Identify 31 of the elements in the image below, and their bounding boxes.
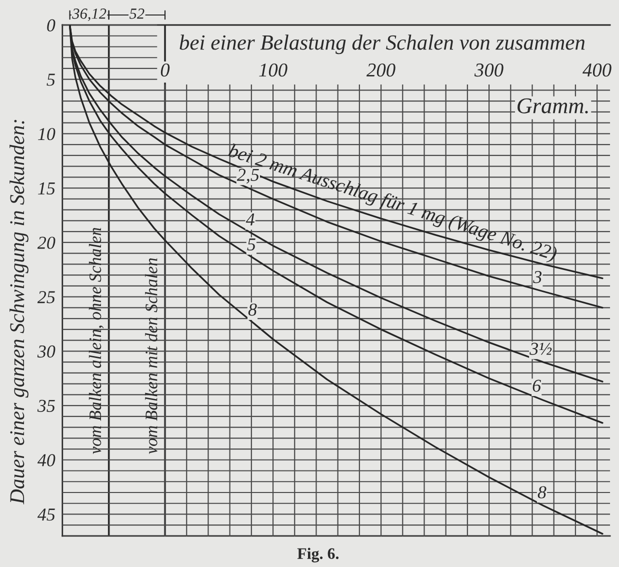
text: 52 <box>130 8 144 19</box>
x-tick-label: 300 <box>474 63 504 77</box>
y-tick-label: 30 <box>37 345 56 358</box>
annotation: 8 <box>538 486 546 498</box>
annotation: 6 <box>532 380 541 392</box>
caption: Fig. 6. <box>297 548 339 562</box>
y-tick-label: 40 <box>37 454 56 466</box>
annotation: 5 <box>247 238 256 251</box>
x-tick-label: 100 <box>259 63 288 77</box>
y-tick-label: 10 <box>38 128 56 140</box>
y-tick-label: 45 <box>37 508 55 521</box>
annotation: Gramm. <box>518 98 588 114</box>
y-tick-label: 25 <box>37 291 55 304</box>
annotation: 4 <box>246 213 254 226</box>
y-tick-label: 15 <box>38 182 55 195</box>
annotation: 3½ <box>530 342 552 355</box>
y-tick-label: 20 <box>37 236 56 249</box>
y-tick-label: 0 <box>47 19 56 32</box>
x-tick-label: 400 <box>582 63 612 77</box>
text: 36,12 <box>72 8 106 22</box>
annotation: 8 <box>248 304 257 316</box>
annotation: 2,5 <box>236 168 259 184</box>
y-axis-title: Dauer einer ganzen Schwingung in Sekunden: <box>10 120 28 504</box>
ref-line-label: vom Balken allein, ohne Schalen <box>88 228 104 454</box>
x-tick-label: 0 <box>160 63 170 77</box>
ref-line-label: vom Balken mit den Schalen <box>145 258 158 454</box>
y-tick-label: 5 <box>46 74 55 86</box>
annotation: 3 <box>533 271 542 284</box>
x-axis-title: bei einer Belastung der Schalen von zusammen <box>180 34 585 54</box>
y-tick-label: 35 <box>37 400 55 412</box>
x-tick-label: 200 <box>366 63 396 77</box>
